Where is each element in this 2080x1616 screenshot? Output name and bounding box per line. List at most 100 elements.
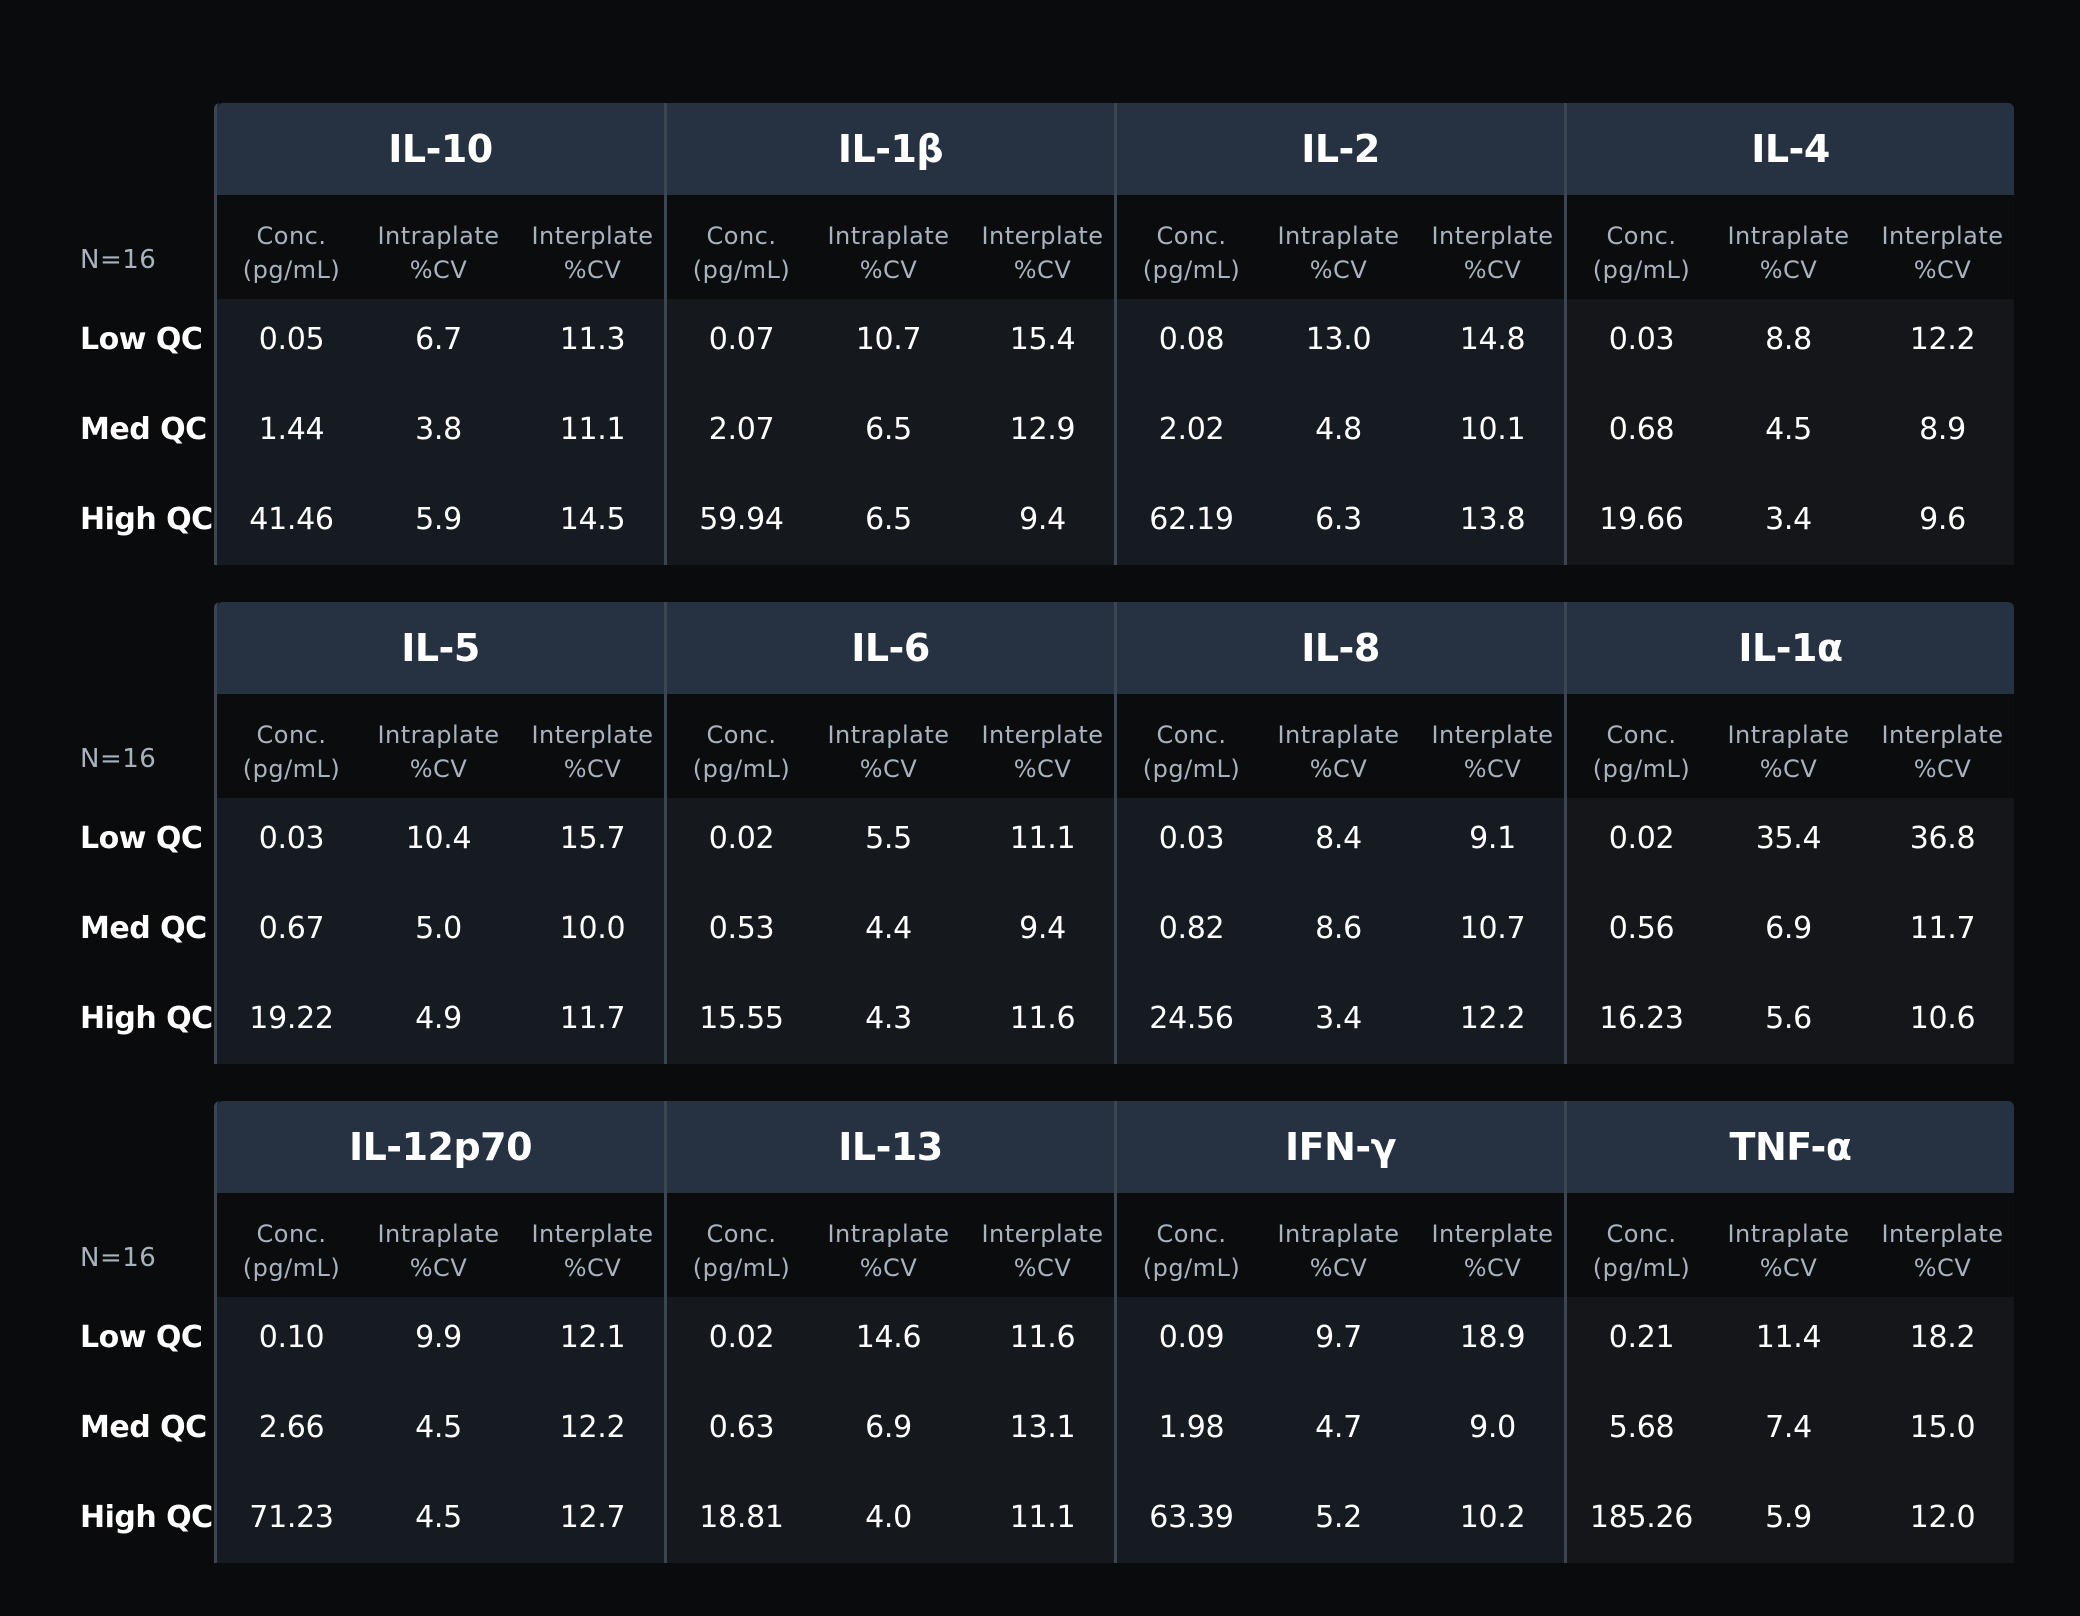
data-body: 0.03 10.4 15.7 0.67 5.0 10.0 19.22 4.9 11.7	[217, 798, 664, 1064]
interplate-cv-value: 9.4	[1019, 502, 1066, 537]
interplate-cv-value: 18.9	[1459, 1320, 1526, 1355]
column-header-line: (pg/mL)	[242, 1254, 341, 1282]
interplate-cv-value: 12.7	[559, 1500, 626, 1535]
analyte-panel: TNF-α Conc. (pg/mL) Intraplate %CV Interplate…	[1564, 1101, 2014, 1563]
intraplate-cv-value: 4.9	[415, 1001, 462, 1036]
interplate-cv-column-header: Interplate %CV	[515, 1217, 670, 1285]
column-header-line: %CV	[1463, 1254, 1522, 1282]
column-header-line: Conc.	[1606, 1220, 1677, 1248]
analyte-title: IL-6	[667, 602, 1114, 694]
analyte-panel: IL-4 Conc. (pg/mL) Intraplate %CV Interplate%…	[1564, 103, 2014, 565]
conc-value: 71.23	[249, 1500, 334, 1535]
column-header-line: %CV	[1013, 256, 1072, 284]
qc-level-label: Low QC	[80, 1320, 203, 1355]
intraplate-cv-value: 9.7	[1315, 1320, 1362, 1355]
data-body: 0.07 10.7 15.4 2.07 6.5 12.9 59.94 6.5 9.4	[667, 299, 1114, 565]
interplate-cv-value: 9.1	[1469, 821, 1516, 856]
conc-value: 0.82	[1158, 911, 1225, 946]
analyte-title: IL-13	[667, 1101, 1114, 1193]
interplate-cv-value: 15.0	[1909, 1410, 1976, 1445]
column-header-line: %CV	[563, 755, 622, 783]
column-header-line: (pg/mL)	[692, 1254, 791, 1282]
analyte-title: IL-1β	[667, 103, 1114, 195]
conc-column-header: Conc. (pg/mL)	[1117, 219, 1266, 287]
analyte-panel: IL-13 Conc. (pg/mL) Intraplate %CV Interplate…	[664, 1101, 1114, 1563]
intraplate-cv-value: 7.4	[1765, 1410, 1812, 1445]
conc-value: 0.56	[1608, 911, 1675, 946]
data-body: 0.10 9.9 12.1 2.66 4.5 12.2 71.23 4.5 12.7	[217, 1297, 664, 1563]
conc-value: 41.46	[249, 502, 334, 537]
intraplate-cv-value: 5.2	[1315, 1500, 1362, 1535]
interplate-cv-value: 12.1	[559, 1320, 626, 1355]
intraplate-cv-value: 4.5	[415, 1410, 462, 1445]
column-header-line: Interplate	[1431, 721, 1554, 749]
column-header-line: (pg/mL)	[242, 755, 341, 783]
analyte-title: IL-4	[1567, 103, 2014, 195]
interplate-cv-column-header: Interplate %CV	[1415, 1217, 1570, 1285]
column-header-line: Interplate	[1431, 1220, 1554, 1248]
column-header-line: Interplate	[1431, 222, 1554, 250]
column-header-line: Intraplate	[827, 721, 950, 749]
conc-column-header: Conc. (pg/mL)	[1567, 1217, 1716, 1285]
analyte-panel: IL-1α Conc. (pg/mL) Intraplate %CV Interplate…	[1564, 602, 2014, 1064]
conc-value: 0.08	[1158, 322, 1225, 357]
analyte-title: IL-5	[217, 602, 664, 694]
intraplate-cv-value: 6.3	[1315, 502, 1362, 537]
interplate-cv-value: 14.5	[559, 502, 626, 537]
data-body: 0.08 13.0 14.8 2.02 4.8 10.1 62.19 6.3 13.8	[1117, 299, 1564, 565]
conc-value: 24.56	[1149, 1001, 1234, 1036]
analyte-panel: IL-12p70 Conc. (pg/mL) Intraplate %CV Interpl…	[214, 1101, 664, 1563]
conc-column-header: Conc. (pg/mL)	[1567, 219, 1716, 287]
column-header-line: Conc.	[1156, 1220, 1227, 1248]
conc-value: 5.68	[1608, 1410, 1675, 1445]
intraplate-cv-value: 4.8	[1315, 412, 1362, 447]
conc-value: 0.03	[1608, 322, 1675, 357]
intraplate-cv-column-header: Intraplate %CV	[1261, 219, 1416, 287]
column-header-line: (pg/mL)	[1142, 755, 1241, 783]
intraplate-cv-value: 4.4	[865, 911, 912, 946]
interplate-cv-value: 12.2	[1459, 1001, 1526, 1036]
intraplate-cv-value: 5.5	[865, 821, 912, 856]
intraplate-cv-value: 3.4	[1765, 502, 1812, 537]
column-header-line: Conc.	[1606, 721, 1677, 749]
intraplate-cv-value: 11.4	[1755, 1320, 1822, 1355]
interplate-cv-column-header: Interplate %CV	[1415, 219, 1570, 287]
analyte-title: IFN-γ	[1117, 1101, 1564, 1193]
column-header-row: Conc. (pg/mL) Intraplate %CV Interplate %CV	[667, 694, 1114, 798]
column-header-line: %CV	[1309, 1254, 1368, 1282]
column-header-line: %CV	[859, 1254, 918, 1282]
column-header-line: Conc.	[1606, 222, 1677, 250]
intraplate-cv-value: 8.8	[1765, 322, 1812, 357]
qc-level-label: High QC	[80, 502, 213, 537]
conc-value: 62.19	[1149, 502, 1234, 537]
conc-value: 63.39	[1149, 1500, 1234, 1535]
column-header-line: %CV	[563, 256, 622, 284]
qc-level-label: High QC	[80, 1001, 213, 1036]
intraplate-cv-value: 6.9	[865, 1410, 912, 1445]
intraplate-cv-value: 3.8	[415, 412, 462, 447]
analyte-panel: IFN-γ Conc. (pg/mL) Intraplate %CV Interplate…	[1114, 1101, 1564, 1563]
column-header-line: Intraplate	[827, 222, 950, 250]
conc-value: 16.23	[1599, 1001, 1684, 1036]
conc-value: 0.07	[708, 322, 775, 357]
intraplate-cv-value: 4.5	[415, 1500, 462, 1535]
interplate-cv-value: 12.0	[1909, 1500, 1976, 1535]
interplate-cv-column-header: Interplate %CV	[965, 219, 1120, 287]
column-header-row: Conc. (pg/mL) Intraplate %CV Interplate %CV	[1117, 1193, 1564, 1297]
intraplate-cv-value: 8.4	[1315, 821, 1362, 856]
interplate-cv-value: 9.4	[1019, 911, 1066, 946]
column-header-line: Intraplate	[1727, 222, 1850, 250]
intraplate-cv-value: 10.7	[855, 322, 922, 357]
interplate-cv-value: 9.0	[1469, 1410, 1516, 1445]
conc-value: 0.63	[708, 1410, 775, 1445]
column-header-line: Intraplate	[1727, 721, 1850, 749]
table-block: N=16 Low QC Med QC High QC IL-5 Conc. (pg/mL) I…	[0, 602, 2080, 1064]
column-header-row: Conc. (pg/mL) Intraplate %CV Interplate %CV	[1567, 195, 2014, 299]
sample-size-label: N=16	[80, 744, 157, 774]
interplate-cv-value: 12.2	[1909, 322, 1976, 357]
column-header-line: Interplate	[531, 1220, 654, 1248]
column-header-line: Conc.	[1156, 222, 1227, 250]
column-header-line: %CV	[1013, 1254, 1072, 1282]
analyte-title: IL-1α	[1567, 602, 2014, 694]
qc-level-label: Med QC	[80, 1410, 207, 1445]
